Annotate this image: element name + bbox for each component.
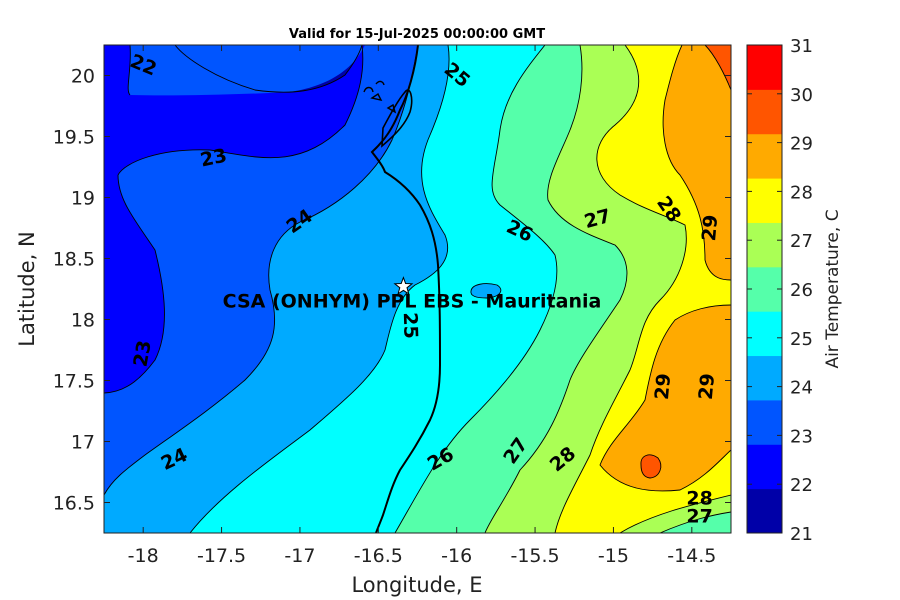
contour-label: 25 bbox=[399, 312, 422, 339]
colorbar-segment bbox=[747, 355, 782, 401]
contour-label: 27 bbox=[686, 506, 712, 528]
contour-label: 23 bbox=[198, 144, 228, 171]
y-tick-label: 18.5 bbox=[53, 249, 95, 271]
map-title: Valid for 15-Jul-2025 00:00:00 GMT bbox=[289, 27, 545, 42]
contour-lines bbox=[104, 45, 731, 533]
x-tick-label: -15 bbox=[598, 545, 629, 567]
y-axis-ticks: 16.5 17 17.5 18 18.5 19 19.5 20 bbox=[53, 66, 731, 515]
band-24-25-blob bbox=[470, 283, 501, 298]
contour-label: 28 bbox=[686, 487, 712, 509]
colorbar-tick-label: 21 bbox=[790, 524, 813, 545]
site-label: CSA (ONHYM) PPL EBS - Mauritania bbox=[223, 291, 602, 313]
band-29-30-south bbox=[600, 305, 731, 491]
y-tick-label: 17.5 bbox=[53, 371, 95, 393]
site-star-icon bbox=[393, 276, 414, 295]
colorbar-tick-label: 22 bbox=[790, 475, 813, 496]
x-tick-label: -15.5 bbox=[510, 545, 559, 567]
contour-fill-area bbox=[104, 45, 731, 533]
contour-label: 29 bbox=[695, 372, 719, 400]
colorbar-tick-label: 23 bbox=[790, 426, 813, 447]
plot-frame bbox=[103, 44, 732, 534]
y-tick-label: 20 bbox=[71, 66, 95, 88]
colorbar bbox=[747, 45, 782, 534]
y-tick-label: 19.5 bbox=[53, 127, 95, 149]
site-marker-group: CSA (ONHYM) PPL EBS - Mauritania bbox=[223, 276, 602, 313]
x-tick-label: -18 bbox=[128, 545, 159, 567]
band-30-31 bbox=[705, 45, 731, 90]
colorbar-segment bbox=[747, 266, 782, 312]
colorbar-segment bbox=[747, 311, 782, 357]
band-29-30 bbox=[663, 45, 731, 280]
colorbar-tick-label: 28 bbox=[790, 182, 813, 203]
x-tick-label: -17.5 bbox=[197, 545, 246, 567]
colorbar-tick-label: 29 bbox=[790, 134, 813, 155]
x-tick-label: -16.5 bbox=[354, 545, 403, 567]
contour-label: 29 bbox=[651, 372, 675, 400]
colorbar-segment bbox=[747, 133, 782, 179]
contour-label: 23 bbox=[130, 339, 156, 369]
colorbar-tick-label: 27 bbox=[790, 231, 813, 252]
x-tick-label: -16 bbox=[441, 545, 472, 567]
colorbar-tick-label: 31 bbox=[790, 36, 813, 57]
colorbar-segment bbox=[747, 399, 782, 445]
colorbar-segment bbox=[747, 178, 782, 223]
y-tick-label: 17 bbox=[71, 432, 95, 454]
colorbar-segment bbox=[747, 89, 782, 135]
contour-label: 29 bbox=[698, 214, 722, 242]
colorbar-segment bbox=[747, 444, 782, 490]
y-tick-label: 16.5 bbox=[53, 493, 95, 515]
colorbar-segment bbox=[747, 488, 782, 534]
colorbar-tick-label: 25 bbox=[790, 329, 813, 350]
colorbar-tick-label: 30 bbox=[790, 85, 813, 106]
colorbar-segment bbox=[747, 222, 782, 268]
colorbar-segment bbox=[747, 45, 782, 90]
colorbar-label: Air Temperature, C bbox=[823, 209, 843, 368]
colorbar-tick-label: 24 bbox=[790, 378, 813, 399]
y-tick-label: 18 bbox=[71, 310, 95, 332]
coastline bbox=[363, 45, 442, 533]
colorbar-tick-label: 26 bbox=[790, 280, 813, 301]
x-axis-ticks: -18 -17.5 -17 -16.5 -16 -15.5 -15 -14.5 bbox=[128, 45, 716, 567]
x-axis-label: Longitude, E bbox=[351, 573, 482, 597]
x-tick-label: -14.5 bbox=[667, 545, 716, 567]
colorbar-ticks: 21 22 23 24 25 26 27 28 29 30 31 bbox=[747, 36, 813, 545]
band-26-27-southeast bbox=[660, 512, 731, 533]
x-tick-label: -17 bbox=[284, 545, 315, 567]
y-axis-label: Latitude, N bbox=[15, 231, 39, 347]
band-30-31-spot bbox=[640, 454, 661, 478]
y-tick-label: 19 bbox=[71, 188, 95, 210]
